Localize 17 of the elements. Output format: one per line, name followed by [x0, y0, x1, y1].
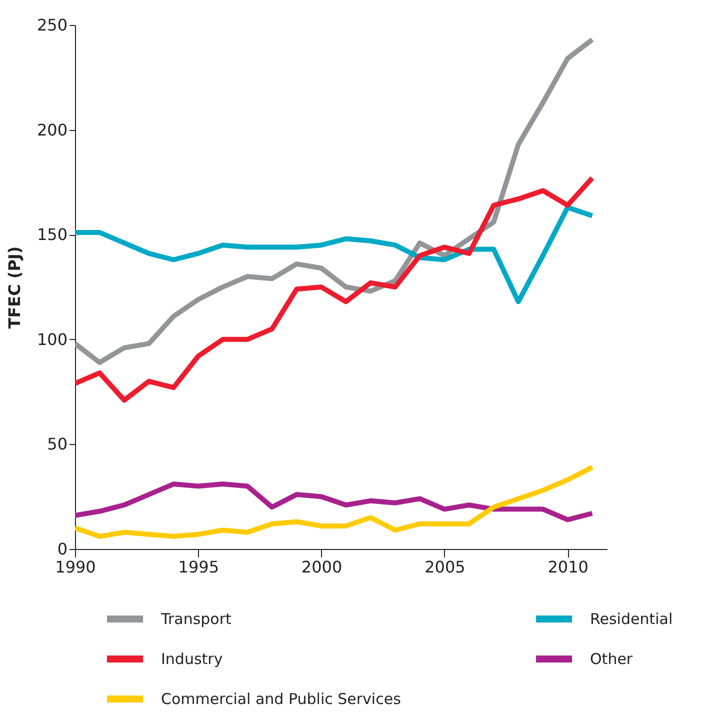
- legend-label: Transport: [160, 610, 232, 628]
- x-tick-label: 2005: [424, 558, 466, 576]
- y-tick-label: 200: [36, 120, 68, 140]
- legend-label: Other: [590, 650, 634, 668]
- legend-label: Residential: [590, 610, 673, 628]
- y-tick-label: 100: [36, 330, 68, 349]
- x-tick-label: 1990: [55, 558, 96, 576]
- legend-label: Industry: [161, 650, 223, 668]
- x-tick-label: 2010: [548, 558, 588, 576]
- y-tick-label: 50: [47, 434, 68, 454]
- x-tick-label: 1995: [178, 558, 220, 576]
- y-axis-title: TFEC (PJ): [4, 246, 24, 329]
- x-tick-label: 2000: [301, 558, 342, 576]
- y-tick-label: 150: [36, 225, 68, 244]
- y-tick-label: 250: [36, 16, 68, 34]
- y-tick-label: 0: [57, 540, 68, 558]
- legend-label: Commercial and Public Services: [161, 690, 402, 708]
